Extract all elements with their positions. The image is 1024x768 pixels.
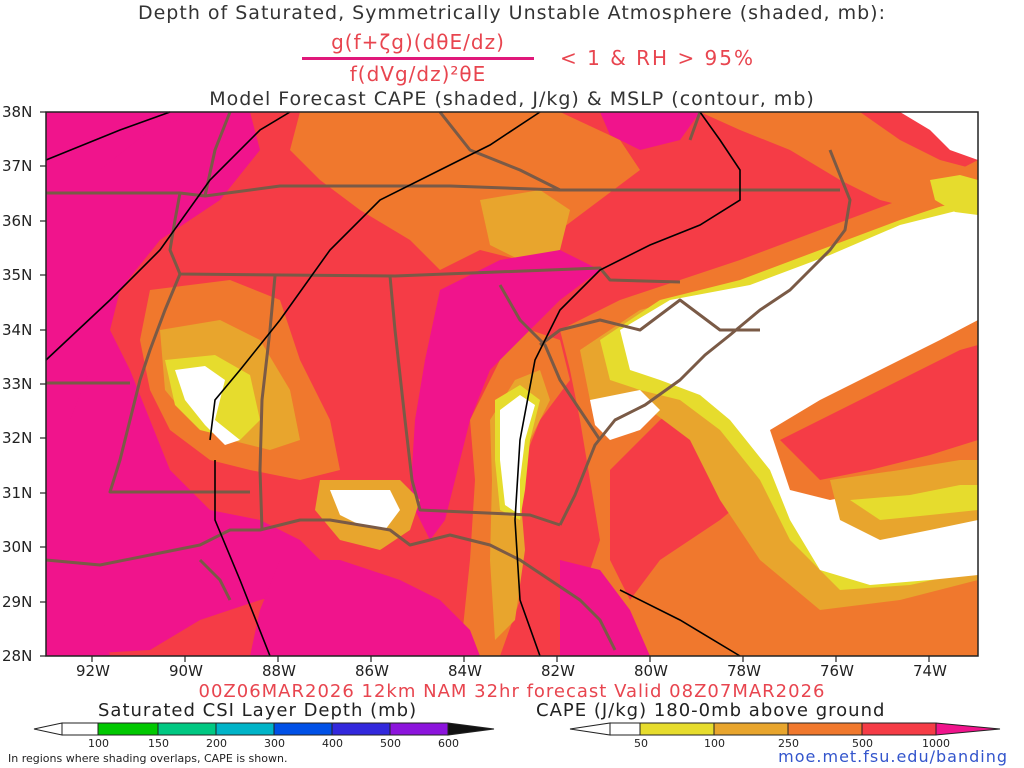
- lat-label-31n: 31N: [2, 484, 33, 502]
- lon-label-90w: 90W: [169, 662, 203, 680]
- lon-label-78w: 78W: [727, 662, 761, 680]
- cape-magenta-ga: [410, 250, 600, 540]
- forecast-valid-line: 00Z06MAR2026 12km NAM 32hr forecast Vali…: [198, 681, 826, 702]
- lon-ticks: [91, 656, 930, 662]
- legend-csi-tick: 600: [438, 737, 459, 750]
- lat-label-34n: 34N: [2, 321, 33, 339]
- lat-ticks: [40, 111, 46, 657]
- cape-magenta-ne: [600, 112, 700, 150]
- lat-label-37n: 37N: [2, 157, 33, 175]
- lon-label-74w: 74W: [913, 662, 947, 680]
- cape-magenta-fl: [560, 560, 650, 656]
- legend-cape-bar: [569, 722, 1001, 736]
- lon-label-80w: 80W: [634, 662, 668, 680]
- legend-cape-tick: 250: [778, 737, 799, 750]
- cape-orange-ne: [700, 112, 978, 210]
- lon-label-92w: 92W: [76, 662, 110, 680]
- lat-label-30n: 30N: [2, 538, 33, 556]
- legend-cape-title: CAPE (J/kg) 180-0mb above ground: [536, 700, 886, 721]
- map-shading: [46, 112, 978, 656]
- legend-csi-tick: 400: [322, 737, 343, 750]
- lat-label-32n: 32N: [2, 429, 33, 447]
- formula-numerator: g(f+ζg)(dθE/dz): [331, 30, 505, 54]
- legend-csi-tick: 150: [148, 737, 169, 750]
- lon-label-86w: 86W: [355, 662, 389, 680]
- source-url[interactable]: moe.met.fsu.edu/banding: [778, 747, 1008, 766]
- title-line-3: Model Forecast CAPE (shaded, J/kg) & MSL…: [209, 88, 815, 110]
- coastline: [45, 149, 852, 651]
- legend-cape-tick: 100: [704, 737, 725, 750]
- lon-label-82w: 82W: [541, 662, 575, 680]
- cape-yellow-ring: [850, 485, 978, 520]
- isobars: [45, 111, 741, 657]
- lat-label-29n: 29N: [2, 593, 33, 611]
- lat-label-33n: 33N: [2, 375, 33, 393]
- formula-fraction-bar: [302, 57, 534, 60]
- cape-amber-tn: [480, 190, 570, 260]
- lat-label-35n: 35N: [2, 266, 33, 284]
- overlap-note: In regions where shading overlaps, CAPE …: [8, 752, 288, 765]
- cape-white-ms: [175, 366, 240, 445]
- lon-label-76w: 76W: [820, 662, 854, 680]
- formula-condition: < 1 & RH > 95%: [560, 46, 756, 70]
- cape-white-ga: [500, 395, 535, 515]
- legend-csi-tick: 500: [380, 737, 401, 750]
- title-line-1: Depth of Saturated, Symmetrically Unstab…: [137, 2, 886, 24]
- legend-csi-title: Saturated CSI Layer Depth (mb): [98, 700, 418, 721]
- cape-red-offshore: [780, 345, 978, 480]
- lat-label-36n: 36N: [2, 212, 33, 230]
- legend-csi-tick: 200: [206, 737, 227, 750]
- legend-cape-tick: 1000: [922, 737, 950, 750]
- legend-cape-tick: 50: [634, 737, 648, 750]
- lon-label-88w: 88W: [262, 662, 296, 680]
- cape-white-fl-panhandle: [330, 490, 400, 530]
- lat-label-28n: 28N: [2, 647, 33, 665]
- formula-denominator: f(dVg/dz)²θE: [349, 62, 487, 86]
- cape-magenta-west: [46, 112, 320, 656]
- legend-csi-tick: 300: [264, 737, 285, 750]
- cape-yellow-ne: [930, 175, 978, 215]
- cape-magenta-gulf: [250, 560, 480, 656]
- legend-cape-tick: 500: [852, 737, 873, 750]
- state-borders: [46, 111, 840, 531]
- legend-csi-bar: [33, 722, 495, 736]
- lon-label-84w: 84W: [448, 662, 482, 680]
- lat-label-38n: 38N: [2, 103, 33, 121]
- cape-white-ne-corner: [900, 112, 978, 160]
- legend-csi-tick: 100: [88, 737, 109, 750]
